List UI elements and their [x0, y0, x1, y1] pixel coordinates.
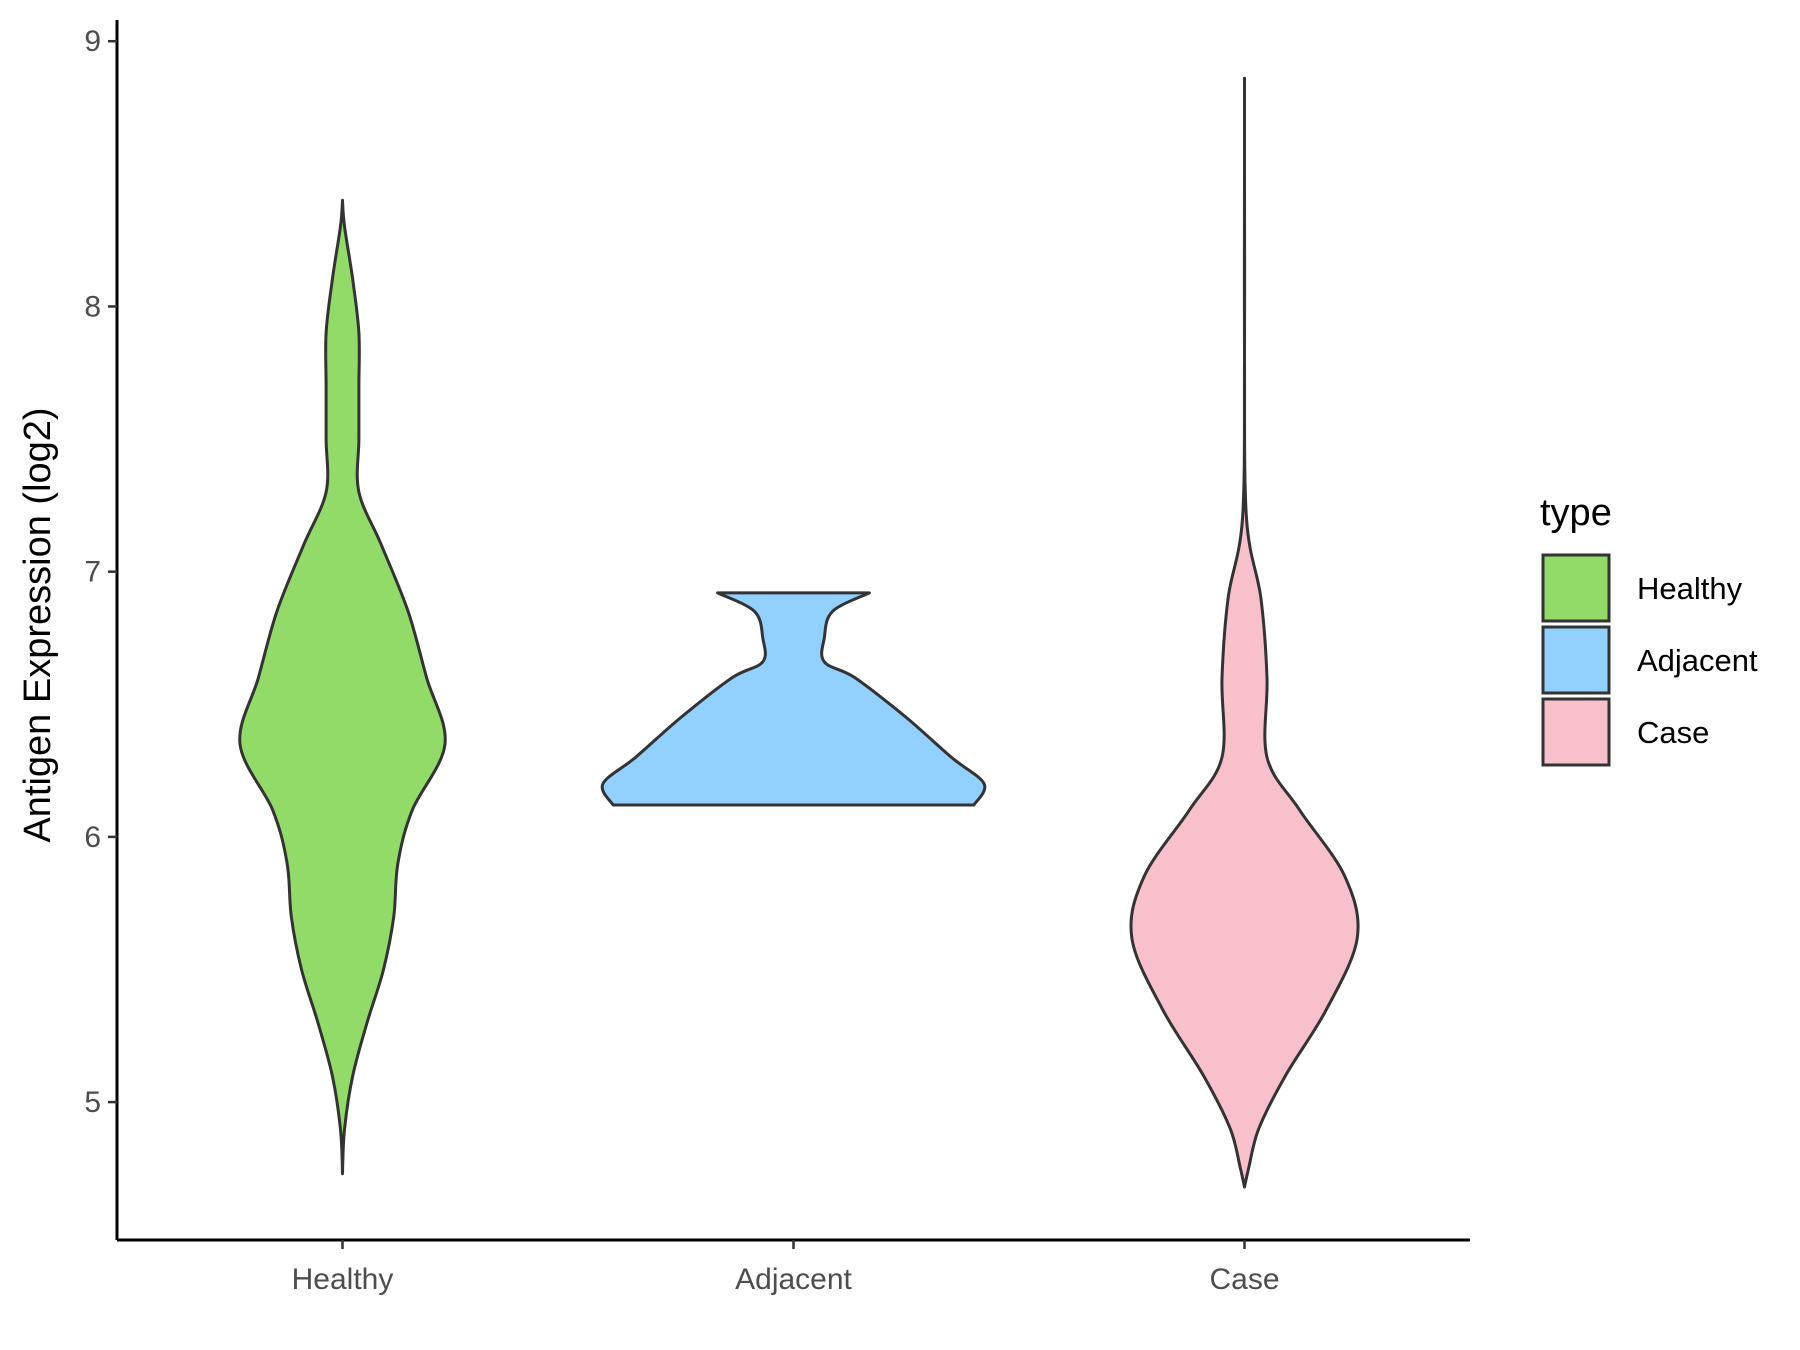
legend-key-healthy	[1541, 553, 1611, 623]
legend-title: type	[1540, 492, 1612, 534]
x-tick-label: Adjacent	[735, 1263, 852, 1296]
violins-layer	[238, 76, 1360, 1189]
x-tick-label: Case	[1209, 1263, 1279, 1296]
legend-label-healthy: Healthy	[1637, 571, 1743, 606]
violin-case	[1129, 76, 1360, 1189]
y-axis-title: Antigen Expression (log2)	[17, 407, 59, 842]
violin-adjacent	[600, 591, 987, 807]
x-tick-label: Healthy	[292, 1263, 394, 1296]
legend-label-adjacent: Adjacent	[1637, 643, 1758, 678]
legend-items: Healthy Adjacent Case	[1541, 553, 1758, 767]
legend-key-case	[1541, 697, 1611, 767]
legend-key-adjacent	[1541, 625, 1611, 695]
y-ticks: 5 6 7 8 9	[84, 25, 117, 1119]
y-tick-label: 9	[84, 25, 101, 58]
y-tick-label: 5	[84, 1086, 101, 1119]
violin-healthy	[238, 198, 447, 1176]
legend: type Healthy Adjacent Case	[1540, 492, 1758, 767]
y-tick-label: 7	[84, 556, 101, 589]
y-tick-label: 6	[84, 821, 101, 854]
legend-label-case: Case	[1637, 715, 1709, 750]
y-tick-label: 8	[84, 290, 101, 323]
x-ticks: Healthy Adjacent Case	[292, 1240, 1280, 1296]
